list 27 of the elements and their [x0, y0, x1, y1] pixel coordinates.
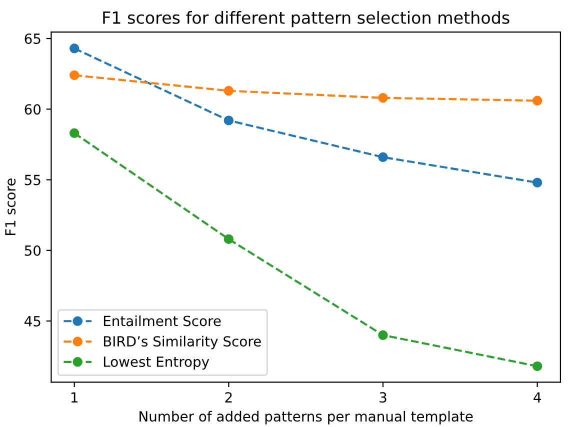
y-tick-label: 55: [24, 174, 40, 186]
chart-title: F1 scores for different pattern selection methods: [103, 11, 510, 28]
point: [69, 70, 80, 80]
y-tick-label: 65: [24, 33, 40, 44]
x-tick-label: 3: [380, 392, 386, 403]
y-tick-label: 45: [24, 316, 40, 326]
point: [532, 361, 542, 372]
point: [378, 92, 388, 103]
point: [378, 330, 388, 340]
x-tick-label: 1: [71, 392, 78, 402]
point: [224, 234, 234, 244]
y-tick-label: 50: [24, 245, 41, 256]
legend-label: Lowest Entropy: [104, 356, 210, 370]
point: [224, 116, 234, 126]
point: [69, 128, 80, 138]
y-axis-title: F1 score: [5, 178, 16, 236]
y-tick-label: 60: [24, 104, 41, 115]
point: [69, 44, 80, 54]
legend-label: BIRD’s Similarity Score: [104, 336, 261, 350]
point: [532, 96, 542, 106]
point: [224, 86, 234, 96]
x-tick-label: 4: [534, 392, 541, 402]
x-axis-title: Number of added patterns per manual template: [140, 410, 473, 424]
x-tick-label: 2: [225, 392, 232, 402]
legend-label: Entailment Score: [104, 315, 221, 326]
point: [378, 152, 388, 162]
point: [532, 178, 542, 188]
